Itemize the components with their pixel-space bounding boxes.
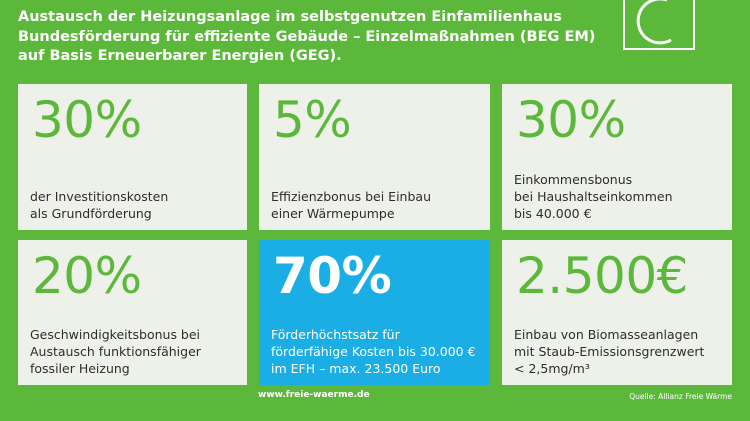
card-desc-line: Förderhöchstsatz für <box>271 327 400 342</box>
card-value: 5% <box>273 91 352 149</box>
freie-waerme-logo-icon <box>623 0 695 50</box>
card-desc-line: Effizienzbonus bei Einbau <box>271 189 431 204</box>
card-desc-line: der Investitionskosten <box>30 189 169 204</box>
card-geschwindigkeitsbonus: 20% Geschwindigkeitsbonus bei Austausch … <box>18 240 247 385</box>
header-title: Austausch der Heizungsanlage im selbstge… <box>18 8 598 67</box>
card-description: der Investitionskosten als Grundförderun… <box>30 188 168 222</box>
card-desc-line: < 2,5mg/m³ <box>514 361 590 376</box>
card-desc-line: Einkommensbonus <box>514 172 633 187</box>
card-desc-line: Geschwindigkeitsbonus bei <box>30 327 201 342</box>
card-desc-line: bis 40.000 € <box>514 206 592 221</box>
footer-url: www.freie-waerme.de <box>258 390 370 400</box>
card-desc-line: einer Wärmepumpe <box>271 206 395 221</box>
card-desc-line: als Grundförderung <box>30 206 152 221</box>
header-line-3: auf Basis Erneuerbarer Energien (GEG). <box>18 48 342 64</box>
card-desc-line: Einbau von Biomasseanlagen <box>514 327 699 342</box>
card-desc-line: fossiler Heizung <box>30 361 130 376</box>
card-desc-line: Austausch funktionsfähiger <box>30 344 201 359</box>
card-description: Einbau von Biomasseanlagen mit Staub-Emi… <box>514 326 704 377</box>
card-foerderhoechstsatz: 70% Förderhöchstsatz für förderfähige Ko… <box>259 240 490 385</box>
card-description: Geschwindigkeitsbonus bei Austausch funk… <box>30 326 201 377</box>
card-desc-line: bei Haushaltseinkommen <box>514 189 673 204</box>
card-description: Förderhöchstsatz für förderfähige Kosten… <box>271 326 476 377</box>
card-value: 70% <box>273 247 392 305</box>
card-value: 2.500€ <box>516 247 688 305</box>
card-grundfoerderung: 30% der Investitionskosten als Grundförd… <box>18 84 247 230</box>
card-desc-line: mit Staub-Emissionsgrenzwert <box>514 344 705 359</box>
card-value: 30% <box>516 91 626 149</box>
card-biomasse: 2.500€ Einbau von Biomasseanlagen mit St… <box>502 240 732 385</box>
card-einkommensbonus: 30% Einkommensbonus bei Haushaltseinkomm… <box>502 84 732 230</box>
card-desc-line: im EFH – max. 23.500 Euro <box>271 361 441 376</box>
header-line-1: Austausch der Heizungsanlage im selbstge… <box>18 9 562 25</box>
footer-source: Quelle: Allianz Freie Wärme <box>629 392 732 401</box>
card-effizienzbonus: 5% Effizienzbonus bei Einbau einer Wärme… <box>259 84 490 230</box>
card-description: Effizienzbonus bei Einbau einer Wärmepum… <box>271 188 431 222</box>
header-line-2: Bundesförderung für effiziente Gebäude –… <box>18 28 596 45</box>
card-desc-line: förderfähige Kosten bis 30.000 € <box>271 344 476 359</box>
card-value: 30% <box>32 91 142 149</box>
card-value: 20% <box>32 247 142 305</box>
card-description: Einkommensbonus bei Haushaltseinkommen b… <box>514 171 673 222</box>
